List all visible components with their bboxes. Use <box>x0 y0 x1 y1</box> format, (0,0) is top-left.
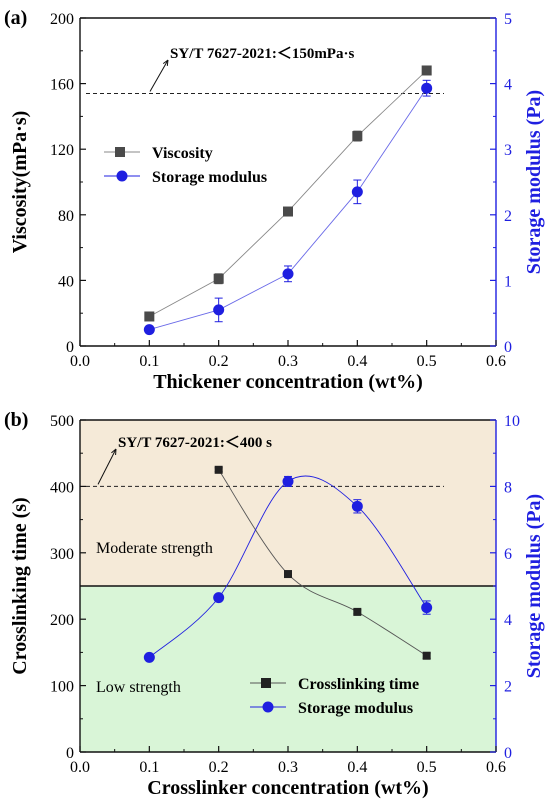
data-point-circle <box>351 186 363 198</box>
data-point-square <box>284 570 292 579</box>
region-0 <box>80 420 496 586</box>
x-tick-label: 0.5 <box>417 759 437 776</box>
x-axis-label: Thickener concentration (wt%) <box>153 371 423 393</box>
annotation-arrow <box>97 448 117 485</box>
x-tick-label: 0.1 <box>139 759 159 776</box>
data-point-circle <box>143 651 155 663</box>
y2-tick-label: 8 <box>504 479 512 496</box>
y2-tick-label: 0 <box>504 339 512 356</box>
x-tick-label: 0.3 <box>278 353 298 370</box>
data-point-square <box>421 65 432 76</box>
y2-tick-label: 5 <box>504 11 512 28</box>
x-tick-label: 0.6 <box>486 759 506 776</box>
x-tick-label: 0.0 <box>70 353 90 370</box>
y-tick-label: 500 <box>50 413 74 430</box>
x-tick-label: 0.2 <box>209 353 229 370</box>
data-point-circle <box>421 82 433 94</box>
x-tick-label: 0.6 <box>486 353 506 370</box>
data-point-square <box>213 273 224 284</box>
y2-tick-label: 4 <box>504 612 512 629</box>
legend-label: Storage modulus <box>298 700 413 717</box>
y-tick-label: 300 <box>50 546 74 563</box>
y2-tick-label: 0 <box>504 745 512 762</box>
series-line <box>218 469 427 657</box>
annotation-arrowhead <box>111 448 117 456</box>
legend-marker <box>115 147 125 157</box>
legend-label: Storage modulus <box>152 169 267 186</box>
data-point-square <box>283 206 293 217</box>
region-label-moderate: Moderate strength <box>96 540 213 557</box>
x-tick-label: 0.0 <box>70 759 90 776</box>
y-tick-label: 40 <box>58 273 74 290</box>
threshold-annotation: SY/T 7627-2021:＜400 s <box>118 435 272 451</box>
data-point-circle <box>351 500 363 512</box>
y-tick-label: 0 <box>66 339 74 356</box>
data-point-square <box>214 465 223 474</box>
region-1 <box>80 586 496 752</box>
data-point-circle <box>282 268 294 280</box>
x-tick-label: 0.2 <box>209 759 229 776</box>
legend-marker <box>262 701 274 713</box>
data-point-circle <box>213 304 225 316</box>
y-tick-label: 120 <box>50 142 74 159</box>
x-tick-label: 0.4 <box>347 759 367 776</box>
legend-marker <box>116 170 128 182</box>
panel-a: SY/T 7627-2021:＜150mPa·s 0.0 0.1 0.2 0.3 0.4 0… <box>4 7 545 393</box>
x-tick-label: 0.5 <box>417 353 437 370</box>
y-tick-label: 160 <box>50 77 74 94</box>
legend-label: Viscosity <box>152 145 213 162</box>
x-tick-label: 0.3 <box>278 759 298 776</box>
y2-tick-label: 10 <box>504 413 520 430</box>
data-point-circle <box>213 592 225 604</box>
data-point-square <box>144 311 155 322</box>
legend-marker <box>261 678 271 688</box>
data-point-circle <box>143 324 155 336</box>
panel-label: (b) <box>4 409 28 431</box>
region-label-low: Low strength <box>96 679 181 696</box>
y-tick-label: 100 <box>50 679 74 696</box>
y-axis-label: Crosslinking time (s) <box>9 497 31 674</box>
data-point-circle <box>282 475 294 487</box>
y2-tick-label: 3 <box>504 142 512 159</box>
data-point-square <box>353 607 362 616</box>
y-tick-label: 200 <box>50 11 74 28</box>
y-tick-label: 0 <box>66 745 74 762</box>
panel-b: Moderate strength Low strength SY/T 7627-2… <box>4 409 545 799</box>
data-point-square <box>422 651 431 660</box>
x-tick-label: 0.4 <box>347 353 367 370</box>
data-point-square <box>352 131 363 142</box>
y2-axis-label: Storage modulus (Pa) <box>523 494 545 678</box>
panel-label: (a) <box>4 7 27 29</box>
data-point-circle <box>421 602 433 614</box>
y-tick-label: 80 <box>58 208 74 225</box>
y-tick-label: 400 <box>50 479 74 496</box>
y2-tick-label: 2 <box>504 679 512 696</box>
y2-tick-label: 2 <box>504 208 512 225</box>
y2-tick-label: 4 <box>504 77 512 94</box>
y2-axis-label: Storage modulus (Pa) <box>523 90 545 274</box>
annotation-arrowhead <box>162 59 169 67</box>
threshold-annotation: SY/T 7627-2021:＜150mPa·s <box>170 46 354 62</box>
y2-tick-label: 6 <box>504 546 512 563</box>
legend-label: Crosslinking time <box>298 676 419 693</box>
y-tick-label: 200 <box>50 612 74 629</box>
x-axis-label: Crosslinker concentration (wt%) <box>147 777 428 799</box>
y-axis-label: Viscosity(mPa·s) <box>9 111 31 254</box>
annotation-arrow <box>149 59 169 92</box>
y2-tick-label: 1 <box>504 273 512 290</box>
x-tick-label: 0.1 <box>139 353 159 370</box>
